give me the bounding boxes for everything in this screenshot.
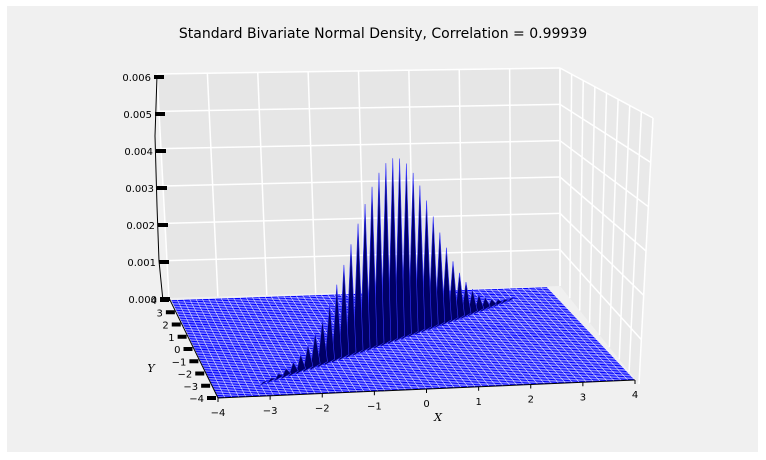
z-tick-mark <box>154 75 164 79</box>
mesh-line <box>496 288 580 383</box>
x-tick-label: 2 <box>528 395 534 406</box>
density-spike <box>505 297 516 304</box>
density-spike <box>302 344 314 373</box>
z-tick-label: 0.000 <box>128 295 157 306</box>
x-tick-label: −2 <box>315 404 330 415</box>
y-tick-mark <box>195 371 205 376</box>
z-tick-mark <box>158 223 168 227</box>
figure-background: −4 −3 −2 −1 0 1 2 3 4 −4 −3 −2 −1 0 1 2 3 4 0.000 0.001 0.00… <box>7 6 758 452</box>
z-tick-label: 0.005 <box>123 110 152 121</box>
right-wall-gridline <box>559 212 645 296</box>
right-wall-gridline <box>559 140 649 208</box>
mesh-line <box>490 288 573 383</box>
y-tick-label: 2 <box>162 321 168 332</box>
chart-svg: −4 −3 −2 −1 0 1 2 3 4−4−3−2−1012340.0000.0010.00… <box>122 26 654 424</box>
back-wall-gridline <box>160 139 561 150</box>
y-axis-label: Y <box>147 362 156 375</box>
density-spike <box>366 186 378 352</box>
mesh-line <box>172 289 550 304</box>
y-tick-label: 4 <box>151 296 157 307</box>
y-tick-label: −4 <box>189 394 204 405</box>
chart-title: Standard Bivariate Normal Density, Corre… <box>179 26 587 42</box>
z-tick-mark <box>159 260 169 264</box>
density-spike <box>324 302 335 366</box>
y-tick-label: −1 <box>172 357 187 368</box>
density-spike <box>331 284 343 364</box>
y-tick-mark <box>171 322 181 327</box>
x-tick-label: 1 <box>475 397 481 408</box>
right-wall-gridline <box>559 103 652 163</box>
y-tick-label: 1 <box>168 333 174 344</box>
mesh-line <box>546 286 636 381</box>
mesh-line <box>521 287 608 382</box>
z-tick-label: 0.001 <box>127 258 156 269</box>
y-tick-label: −3 <box>183 382 198 393</box>
density-spike <box>258 380 269 387</box>
y-tick-mark <box>177 334 187 339</box>
y-tick-label: 3 <box>157 308 163 319</box>
y-tick-mark <box>183 347 193 351</box>
density-spike <box>345 244 357 359</box>
z-axis-line <box>154 75 164 302</box>
z-tick-label: 0.002 <box>126 221 155 232</box>
x-tick-label: −3 <box>263 406 278 417</box>
right-wall-gridline <box>559 249 642 341</box>
right-wall-gridline <box>559 67 654 119</box>
x-tick-label: −4 <box>211 408 226 419</box>
z-tick-mark <box>160 297 170 301</box>
mesh-line <box>509 288 594 383</box>
z-tick-label: 0.006 <box>122 73 151 84</box>
density-spike <box>338 264 350 362</box>
y-tick-label: 0 <box>174 345 180 356</box>
density-spike <box>401 163 412 341</box>
x-tick-label: 4 <box>632 390 638 401</box>
mesh-line <box>534 287 622 381</box>
z-tick-mark <box>155 112 165 116</box>
density-spike <box>359 204 371 355</box>
mesh-line <box>540 287 629 381</box>
y-axis-line <box>168 297 219 399</box>
back-wall-gridline <box>164 212 561 225</box>
axis-ticks: −4 −3 −2 −1 0 1 2 3 4−4−3−2−1012340.0000.0010.00… <box>122 73 638 419</box>
density-spike <box>387 158 399 345</box>
y-tick-mark <box>201 383 211 388</box>
mesh-line <box>502 288 587 383</box>
z-tick-label: 0.003 <box>125 184 154 195</box>
back-wall-gridline <box>158 103 561 113</box>
z-tick-mark <box>157 186 167 190</box>
mesh-line <box>515 287 601 382</box>
y-tick-mark <box>165 310 175 315</box>
density-spike <box>317 318 328 369</box>
z-tick-mark <box>156 149 166 153</box>
y-tick-label: −2 <box>178 370 193 381</box>
right-wall-pane <box>560 68 653 384</box>
x-tick-label: 0 <box>423 399 429 410</box>
back-wall-gridline <box>162 176 561 187</box>
density-spike <box>265 377 278 385</box>
x-tick-label: 3 <box>580 392 586 403</box>
density-spike <box>380 163 392 348</box>
density-ridge <box>258 158 516 387</box>
x-tick-label: −1 <box>367 401 382 412</box>
y-tick-mark <box>189 359 199 364</box>
density-spike <box>352 223 364 357</box>
density-spike <box>394 158 405 343</box>
right-wall-gridline <box>559 176 647 252</box>
mesh-line <box>527 287 615 382</box>
density-spike <box>273 373 285 383</box>
density-spike <box>280 367 292 381</box>
density-spike <box>407 172 419 338</box>
x-axis-label: X <box>433 411 443 424</box>
z-tick-label: 0.004 <box>124 147 153 158</box>
y-tick-mark <box>207 396 216 400</box>
back-wall-pane <box>157 68 560 298</box>
density-spike <box>295 353 307 376</box>
back-wall-gridline <box>156 67 561 75</box>
density-spike <box>373 172 385 350</box>
x-axis-line <box>217 379 636 399</box>
density-spike <box>309 332 321 371</box>
